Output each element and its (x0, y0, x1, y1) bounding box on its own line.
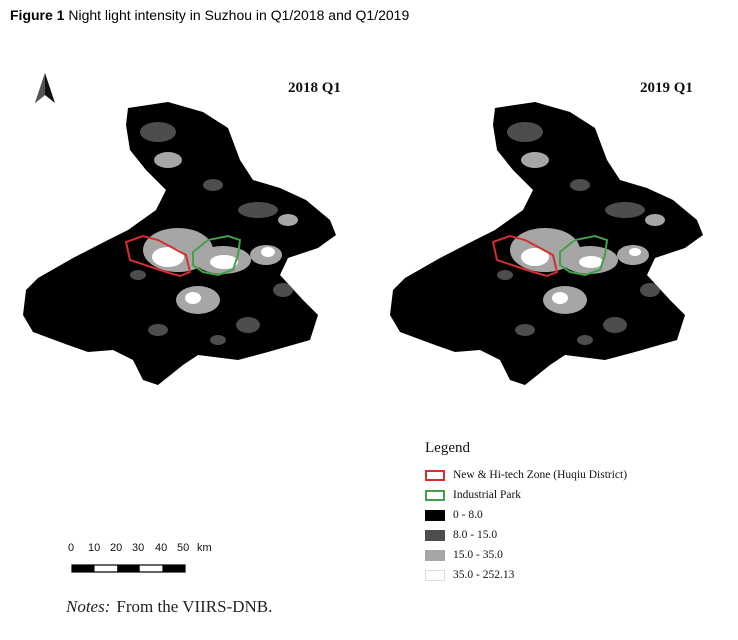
scale-bar-graphic (71, 564, 186, 573)
legend-item-class-4: 35.0 - 252.13 (425, 565, 725, 585)
legend: Legend New & Hi-tech Zone (Huqiu Distric… (425, 440, 725, 585)
scale-tick-label: 20 (110, 542, 123, 554)
legend-swatch-red-outline (425, 469, 445, 481)
hi-tech-zone-outline-2019 (491, 234, 559, 278)
notes: Notes: From the VIIRS-DNB. (66, 597, 272, 617)
legend-swatch-light-gray (425, 549, 445, 561)
legend-label: 35.0 - 252.13 (453, 569, 515, 581)
map-title-2018: 2018 Q1 (288, 80, 341, 96)
legend-swatch-dark-gray (425, 529, 445, 541)
scale-bar: 0 10 20 30 40 50 km (66, 542, 266, 582)
legend-swatch-white (425, 569, 445, 581)
legend-label: 0 - 8.0 (453, 509, 483, 521)
scale-tick-label: 10 (88, 542, 101, 554)
map-title-2019: 2019 Q1 (640, 80, 693, 96)
legend-label: 8.0 - 15.0 (453, 529, 498, 541)
figure-caption: Figure 1 Night light intensity in Suzhou… (10, 7, 409, 23)
hi-tech-zone-outline-2018 (124, 234, 192, 278)
scale-unit-label: km (197, 542, 212, 554)
industrial-park-outline-2019 (559, 234, 609, 277)
legend-label: Industrial Park (453, 489, 522, 501)
legend-swatch-black (425, 509, 445, 521)
map-panel-2019: 2019 Q1 (385, 60, 738, 400)
figure-label: Figure 1 (10, 7, 65, 23)
suzhou-map-2018 (23, 102, 336, 385)
legend-label: New & Hi-tech Zone (Huqiu District) (453, 469, 628, 481)
legend-item-class-3: 15.0 - 35.0 (425, 545, 725, 565)
scale-tick-label: 40 (155, 542, 168, 554)
scale-tick-label: 50 (177, 542, 190, 554)
notes-label: Notes: (66, 597, 111, 616)
legend-item-industrial-park: Industrial Park (425, 485, 725, 505)
legend-label: 15.0 - 35.0 (453, 549, 503, 561)
legend-item-class-2: 8.0 - 15.0 (425, 525, 725, 545)
north-arrow-icon (35, 73, 55, 103)
industrial-park-outline-2018 (192, 234, 242, 277)
suzhou-map-2019 (390, 102, 703, 385)
scale-tick-label: 30 (132, 542, 145, 554)
legend-title: Legend (425, 440, 470, 456)
figure-caption-text: Night light intensity in Suzhou in Q1/20… (68, 7, 410, 23)
light-patches-2018 (130, 122, 298, 345)
scale-tick-label: 0 (68, 542, 75, 554)
legend-swatch-green-outline (425, 489, 445, 501)
notes-text: From the VIIRS-DNB. (116, 597, 273, 616)
legend-item-hi-tech-zone: New & Hi-tech Zone (Huqiu District) (425, 465, 725, 485)
map-panel-2018: 2018 Q1 (18, 60, 378, 400)
legend-item-class-1: 0 - 8.0 (425, 505, 725, 525)
